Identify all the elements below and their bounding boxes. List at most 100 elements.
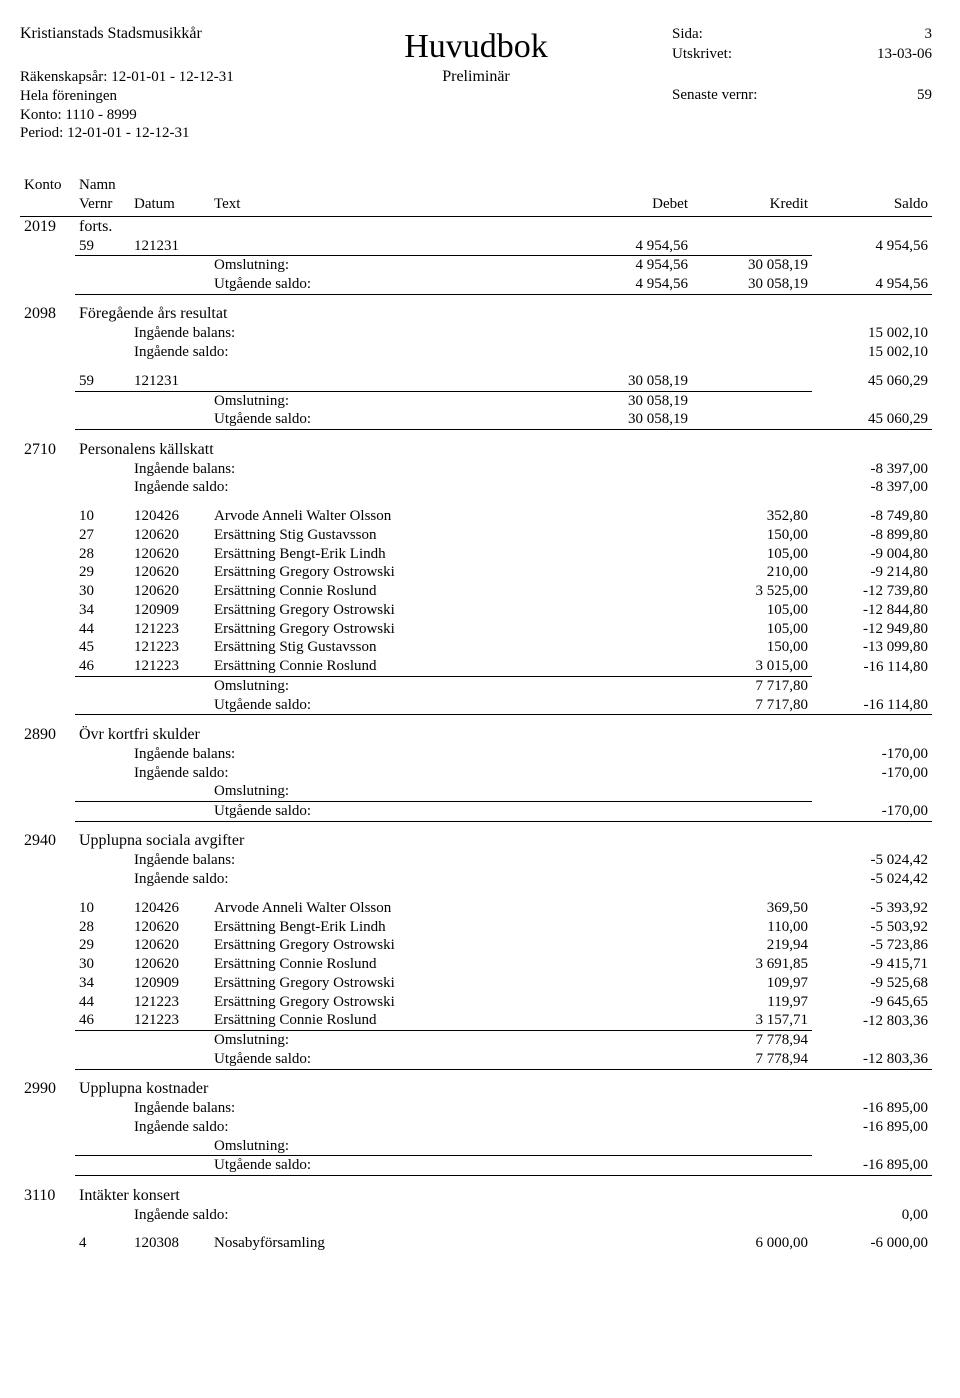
utgaende-saldo-value: -12 803,36 xyxy=(812,1050,932,1069)
ledger-row: 27120620Ersättning Stig Gustavsson150,00… xyxy=(20,526,932,545)
row-kredit: 150,00 xyxy=(692,638,812,657)
account-header: 2710Personalens källskatt xyxy=(20,440,932,460)
row-debet xyxy=(572,638,692,657)
row-saldo: -9 645,65 xyxy=(812,993,932,1012)
row-text xyxy=(210,237,572,256)
row-kredit: 105,00 xyxy=(692,545,812,564)
utgaende-debet: 4 954,56 xyxy=(572,275,692,294)
utgaende-saldo-label: Utgående saldo: xyxy=(210,1050,572,1069)
row-text: Ersättning Connie Roslund xyxy=(210,955,572,974)
row-debet xyxy=(572,974,692,993)
row-saldo: -12 739,80 xyxy=(812,582,932,601)
omslutning-label: Omslutning: xyxy=(210,676,572,695)
row-kredit: 105,00 xyxy=(692,601,812,620)
omslutning-debet xyxy=(572,676,692,695)
row-datum: 120620 xyxy=(130,582,210,601)
ingaende-balans-row: Ingående balans: -170,00 xyxy=(20,745,932,764)
omslutning-kredit xyxy=(692,782,812,801)
header-right: Sida:3 Utskrivet:13-03-06 Senaste vernr:… xyxy=(672,24,932,105)
row-saldo: -5 503,92 xyxy=(812,918,932,937)
utgaende-saldo-value: -16 895,00 xyxy=(812,1156,932,1176)
row-datum: 120426 xyxy=(130,507,210,526)
ingaende-saldo-value: -170,00 xyxy=(812,764,932,783)
row-text: Arvode Anneli Walter Olsson xyxy=(210,507,572,526)
ingaende-saldo-value: 15 002,10 xyxy=(812,343,932,362)
ingaende-saldo-value: 0,00 xyxy=(812,1206,932,1225)
utgaende-saldo-label: Utgående saldo: xyxy=(210,275,572,294)
account-header: 3110Intäkter konsert xyxy=(20,1186,932,1206)
utgaende-saldo-label: Utgående saldo: xyxy=(210,410,572,429)
account-header: 2098Föregående års resultat xyxy=(20,304,932,324)
col-debet: Debet xyxy=(572,195,692,216)
row-debet xyxy=(572,955,692,974)
row-saldo: 45 060,29 xyxy=(812,372,932,391)
row-vernr: 44 xyxy=(75,620,130,639)
sida-label: Sida: xyxy=(672,24,703,44)
row-kredit: 369,50 xyxy=(692,899,812,918)
konto-range: Konto: 1110 - 8999 xyxy=(20,106,234,125)
ingaende-saldo-label: Ingående saldo: xyxy=(130,343,572,362)
ledger-row: 4120308Nosabyförsamling6 000,00-6 000,00 xyxy=(20,1234,932,1253)
row-debet xyxy=(572,582,692,601)
row-vernr: 34 xyxy=(75,974,130,993)
utskrivet-label: Utskrivet: xyxy=(672,44,732,64)
utgaende-saldo-value: -16 114,80 xyxy=(812,696,932,715)
account-konto: 2019 xyxy=(20,216,75,237)
account-header: 2019forts. xyxy=(20,216,932,237)
row-text: Ersättning Connie Roslund xyxy=(210,1011,572,1030)
ledger-row: 29120620Ersättning Gregory Ostrowski210,… xyxy=(20,563,932,582)
utgaende-saldo-label: Utgående saldo: xyxy=(210,696,572,715)
ingaende-saldo-row: Ingående saldo:-8 397,00 xyxy=(20,478,932,497)
row-saldo: -5 393,92 xyxy=(812,899,932,918)
utgaende-debet xyxy=(572,802,692,822)
account-name: Upplupna sociala avgifter xyxy=(75,831,932,851)
ingaende-balans-value: -170,00 xyxy=(812,745,932,764)
col-namn: Namn xyxy=(75,174,572,195)
row-datum: 121223 xyxy=(130,1011,210,1030)
row-vernr: 30 xyxy=(75,955,130,974)
row-kredit: 3 157,71 xyxy=(692,1011,812,1030)
row-saldo: -9 525,68 xyxy=(812,974,932,993)
col-text: Text xyxy=(210,195,572,216)
utgaende-saldo-row: Utgående saldo:7 778,94-12 803,36 xyxy=(20,1050,932,1069)
row-debet xyxy=(572,601,692,620)
account-name: Personalens källskatt xyxy=(75,440,932,460)
utgaende-saldo-row: Utgående saldo:30 058,1945 060,29 xyxy=(20,410,932,429)
row-saldo: -9 415,71 xyxy=(812,955,932,974)
row-kredit: 219,94 xyxy=(692,936,812,955)
utgaende-saldo-row: Utgående saldo: -16 895,00 xyxy=(20,1156,932,1176)
row-datum: 120620 xyxy=(130,936,210,955)
utgaende-saldo-row: Utgående saldo: 7 717,80-16 114,80 xyxy=(20,696,932,715)
row-vernr: 29 xyxy=(75,936,130,955)
account-konto: 2990 xyxy=(20,1079,75,1099)
account-name: forts. xyxy=(75,216,932,237)
omslutning-row: Omslutning:4 954,5630 058,19 xyxy=(20,256,932,275)
row-kredit: 352,80 xyxy=(692,507,812,526)
ledger-row: 5912123130 058,1945 060,29 xyxy=(20,372,932,391)
row-saldo: 4 954,56 xyxy=(812,237,932,256)
utgaende-kredit: 7 717,80 xyxy=(692,696,812,715)
row-text: Ersättning Gregory Ostrowski xyxy=(210,620,572,639)
ingaende-balans-value: -8 397,00 xyxy=(812,460,932,479)
omslutning-kredit: 7 778,94 xyxy=(692,1031,812,1050)
row-debet xyxy=(572,620,692,639)
utgaende-kredit xyxy=(692,802,812,822)
row-vernr: 34 xyxy=(75,601,130,620)
utgaende-saldo-label: Utgående saldo: xyxy=(210,1156,572,1176)
omslutning-label: Omslutning: xyxy=(210,1031,572,1050)
account-konto: 2098 xyxy=(20,304,75,324)
row-vernr: 10 xyxy=(75,507,130,526)
row-debet xyxy=(572,545,692,564)
report-header: Kristianstads Stadsmusikkår Räkenskapsår… xyxy=(20,24,932,174)
row-text: Ersättning Gregory Ostrowski xyxy=(210,974,572,993)
ingaende-balans-value: -16 895,00 xyxy=(812,1099,932,1118)
ingaende-balans-label: Ingående balans: xyxy=(130,460,572,479)
omslutning-kredit xyxy=(692,1137,812,1156)
row-datum: 120620 xyxy=(130,918,210,937)
row-kredit xyxy=(692,372,812,391)
row-saldo: -8 899,80 xyxy=(812,526,932,545)
row-vernr: 10 xyxy=(75,899,130,918)
utgaende-saldo-row: Utgående saldo:-170,00 xyxy=(20,802,932,822)
row-vernr: 46 xyxy=(75,657,130,676)
ingaende-balans-label: Ingående balans: xyxy=(130,745,572,764)
